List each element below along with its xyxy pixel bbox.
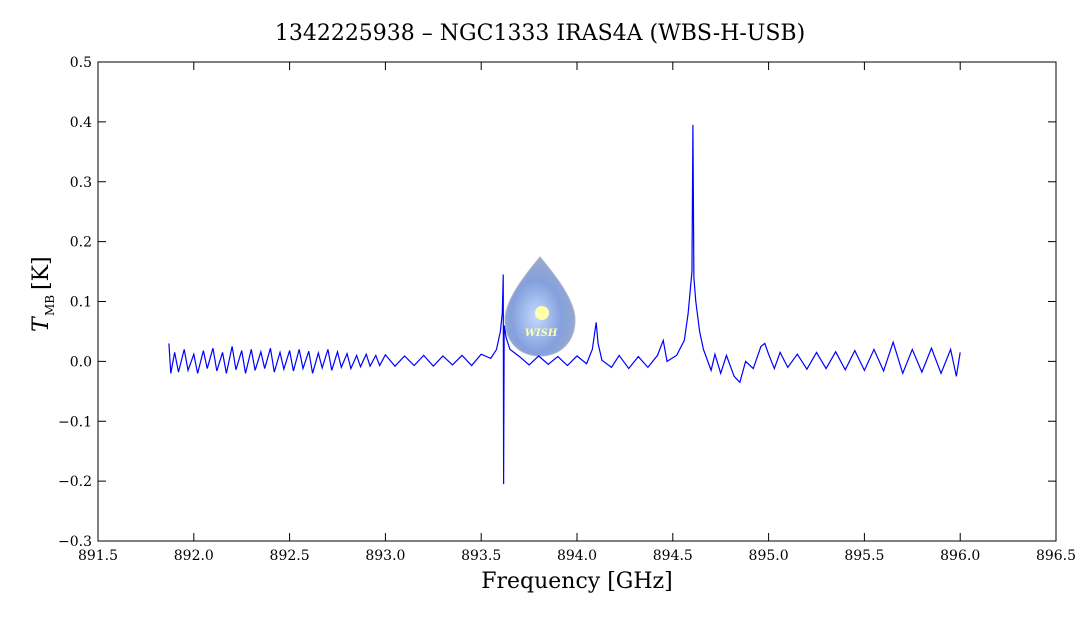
x-tick-label: 892.5 bbox=[270, 548, 310, 564]
plot-frame bbox=[97, 61, 1057, 542]
y-tick-label: 0.1 bbox=[70, 295, 92, 311]
y-tick-label: 0.5 bbox=[70, 55, 92, 71]
y-tick-label: 0.4 bbox=[70, 115, 92, 131]
logo-text: WISH bbox=[525, 328, 558, 339]
x-tick-label: 894.0 bbox=[557, 548, 597, 564]
x-tick-label: 894.5 bbox=[653, 548, 693, 564]
x-tick-label: 892.0 bbox=[174, 548, 214, 564]
logo: WISH bbox=[504, 256, 576, 357]
logo-star bbox=[535, 306, 549, 320]
y-axis-subscript: MB bbox=[43, 295, 57, 316]
y-tick-label: −0.3 bbox=[58, 534, 92, 550]
y-tick-label: 0.2 bbox=[70, 235, 92, 251]
x-tick-label: 896.0 bbox=[940, 548, 980, 564]
y-axis-label: T MB [K] bbox=[29, 256, 57, 332]
y-tick-label: −0.1 bbox=[58, 414, 92, 430]
y-tick-label: 0.0 bbox=[70, 354, 92, 370]
y-tick-label: 0.3 bbox=[70, 175, 92, 191]
plot-area bbox=[168, 124, 961, 485]
y-axis-symbol: T bbox=[29, 315, 54, 332]
spectrum-line bbox=[168, 124, 961, 485]
y-tick-label: −0.2 bbox=[58, 474, 92, 490]
x-tick-label: 891.5 bbox=[78, 548, 118, 564]
x-tick-label: 895.5 bbox=[844, 548, 884, 564]
y-axis-unit: [K] bbox=[29, 256, 54, 290]
x-tick-label: 893.0 bbox=[365, 548, 405, 564]
x-tick-label: 893.5 bbox=[461, 548, 501, 564]
x-axis-label: Frequency [GHz] bbox=[481, 569, 673, 594]
x-tick-label: 896.5 bbox=[1036, 548, 1076, 564]
x-tick-label: 895.0 bbox=[749, 548, 789, 564]
chart-title: 1342225938 – NGC1333 IRAS4A (WBS-H-USB) bbox=[275, 21, 805, 46]
